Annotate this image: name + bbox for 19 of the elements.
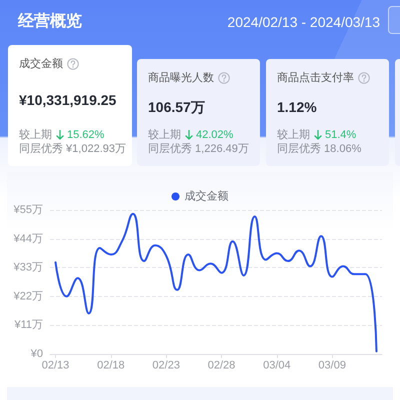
x-tick-label: 02/28: [208, 360, 236, 372]
y-tick-label: ¥44万: [12, 232, 43, 245]
card: 成交金额 ¥10,331,919.25 较上期 15.62% 同层优秀 ¥1,022.93万: [8, 45, 132, 166]
x-tick-label: 02/13: [42, 360, 70, 372]
card: 商品点击支付率 1.12% 较上期 51.4% 同层优秀 18.06%: [266, 59, 389, 166]
card: 商品曝光人数 106.57万 较上期 42.02% 同层优秀 1,226.49万: [137, 59, 260, 166]
legend-label: 成交金额: [184, 190, 228, 202]
y-tick-label: ¥11万: [13, 319, 43, 332]
line-series: [54, 212, 378, 352]
y-tick-label: ¥55万: [12, 204, 43, 216]
y-tick-label: ¥0: [30, 348, 43, 360]
x-tick-label: 02/18: [97, 360, 125, 372]
y-tick-label: ¥22万: [12, 290, 43, 302]
x-tick-label: 03/09: [318, 360, 346, 372]
x-tick-label: 02/23: [152, 360, 180, 372]
x-tick-label: 03/04: [263, 360, 291, 372]
chart-title: 经营概览: [18, 12, 82, 32]
chart-subtitle: 2024/02/13 - 2024/03/13: [227, 13, 380, 32]
y-tick-label: ¥33万: [12, 262, 43, 274]
